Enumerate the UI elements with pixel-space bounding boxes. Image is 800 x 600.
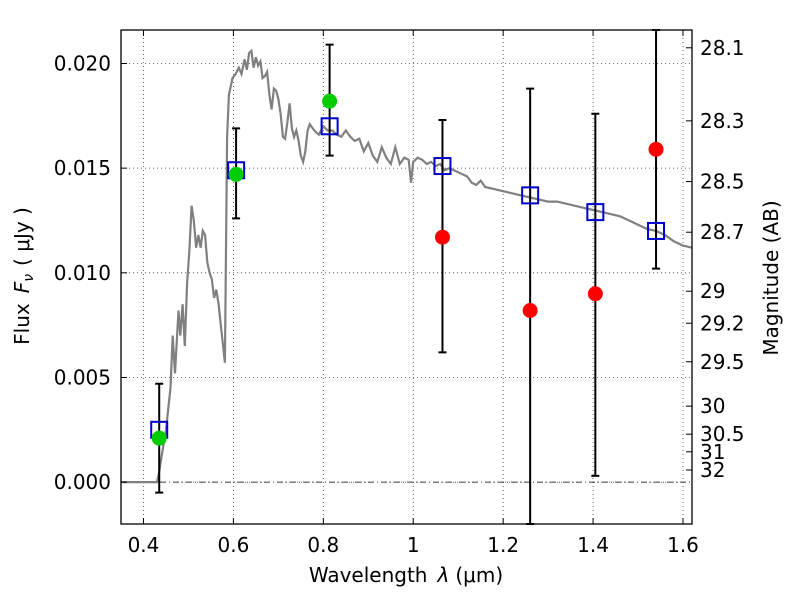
magnitude-tick-label: 28.5 xyxy=(700,170,745,194)
x-axis-title: Wavelength λ (μm) xyxy=(309,563,503,587)
non-detection-point xyxy=(522,302,538,318)
model-photometry-square xyxy=(320,117,339,136)
y-axis-title-prefix: Flux xyxy=(10,303,34,345)
x-tick-label: 1.4 xyxy=(577,533,609,557)
x-axis-title-prefix: Wavelength xyxy=(309,563,428,587)
y-tick-label: 0.005 xyxy=(54,365,111,389)
magnitude-tick-label: 31 xyxy=(700,440,725,464)
plot-area xyxy=(121,48,692,484)
grid xyxy=(121,30,692,524)
y-axis-title-nu: ν xyxy=(21,274,37,282)
y-tick-label: 0.000 xyxy=(54,470,111,494)
model-photometry-square xyxy=(586,203,605,222)
model-sed-curve xyxy=(121,48,692,484)
x-axis-title-unit: (μm) xyxy=(455,563,503,587)
magnitude-tick-label: 30 xyxy=(700,394,725,418)
plot-frame xyxy=(120,29,693,525)
magnitude-tick-label: 32 xyxy=(700,458,725,482)
non-detection-point xyxy=(648,141,664,157)
y-axis-title-f: F xyxy=(10,281,34,293)
y-tick-label: 0.010 xyxy=(54,261,111,285)
model-photometry-square xyxy=(647,221,666,240)
model-photometry-square xyxy=(521,186,540,205)
magnitude-tick-label: 28.1 xyxy=(700,36,745,60)
y-axis-title: Flux Fν ( μJy ) xyxy=(10,207,37,345)
magnitude-tick-label: 28.3 xyxy=(700,109,745,133)
non-detection-point xyxy=(434,229,450,245)
magnitude-axis-title: Magnitude (AB) xyxy=(759,200,783,355)
x-tick-label: 1.6 xyxy=(667,533,699,557)
magnitude-tick-label: 29 xyxy=(700,279,725,303)
detection-point xyxy=(151,430,167,446)
x-tick-label: 0.4 xyxy=(128,533,160,557)
y-tick-label: 0.015 xyxy=(54,156,111,180)
y-tick-label: 0.020 xyxy=(54,51,111,75)
x-tick-label: 0.6 xyxy=(217,533,249,557)
error-bars xyxy=(155,29,661,525)
x-tick-label: 1 xyxy=(407,533,420,557)
axis-ticks: 0.4 0.6 0.8 1 1.2 1.4 1.6 0.000 0.005 0.010 0.015 0… xyxy=(54,30,745,557)
x-tick-label: 0.8 xyxy=(307,533,339,557)
x-axis-title-lambda: λ xyxy=(437,563,450,587)
magnitude-tick-label: 30.5 xyxy=(700,422,745,446)
detection-point xyxy=(322,93,338,109)
model-photometry-square xyxy=(433,157,452,176)
magnitude-tick-label: 29.2 xyxy=(700,311,745,335)
non-detection-point xyxy=(587,286,603,302)
y-axis-title-unit: ( μJy ) xyxy=(10,207,34,266)
magnitude-tick-label: 29.5 xyxy=(700,350,745,374)
detection-point xyxy=(228,166,244,182)
magnitude-tick-label: 28.7 xyxy=(700,220,745,244)
x-tick-label: 1.2 xyxy=(487,533,519,557)
data-markers xyxy=(150,93,666,446)
